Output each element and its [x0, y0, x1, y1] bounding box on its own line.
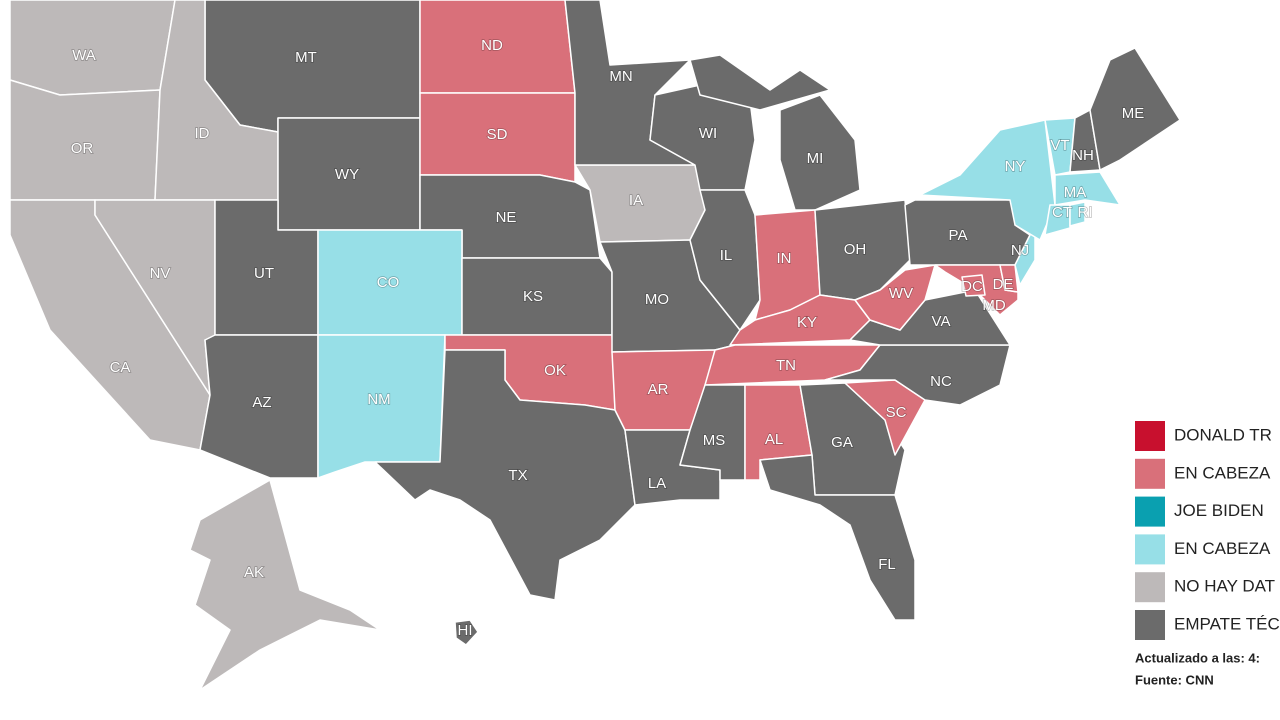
state-label: MS — [703, 432, 726, 449]
state-label: TN — [776, 357, 796, 374]
source-note: Fuente: CNN — [1135, 672, 1214, 687]
state-label: MT — [295, 49, 317, 66]
state-label: UT — [254, 265, 274, 282]
state-label: OK — [544, 362, 566, 379]
legend-swatch — [1135, 610, 1165, 640]
state-labels: WA OR MT ID WY ND SD NE CA NV UT CO AZ NM KS OK TX IA MN MO… — [70, 36, 1145, 640]
state-shape — [454, 619, 479, 646]
state-label: ID — [195, 125, 210, 142]
state-label: VA — [932, 313, 951, 330]
state-label: NE — [496, 209, 517, 226]
legend-label: DONALD TR — [1174, 425, 1272, 444]
state-label: DC — [961, 278, 983, 295]
state-label: FL — [878, 556, 896, 573]
state-shape — [1044, 204, 1071, 236]
state-label: MI — [807, 150, 824, 167]
state-shape — [854, 264, 936, 331]
state-label: AR — [648, 381, 669, 398]
state-label: DE — [993, 276, 1014, 293]
legend-label: JOE BIDEN — [1174, 501, 1264, 520]
state-label: CT — [1052, 204, 1072, 221]
legend-label: NO HAY DAT — [1174, 577, 1275, 596]
state-label: WV — [889, 285, 913, 302]
state-shape — [689, 54, 861, 211]
state-label: NC — [930, 373, 952, 390]
state-label: HI — [458, 622, 473, 639]
state-label: AK — [244, 564, 264, 581]
state-label: SD — [487, 126, 508, 143]
state-label: OH — [844, 241, 867, 258]
state-label: WI — [699, 125, 717, 142]
state-label: MA — [1064, 184, 1087, 201]
state-label: NV — [150, 265, 171, 282]
legend-swatch — [1135, 421, 1165, 451]
state-shape — [1089, 47, 1181, 171]
state-label: OR — [71, 140, 94, 157]
state-label: WY — [335, 166, 359, 183]
state-label: CA — [110, 359, 131, 376]
state-label: NM — [367, 391, 390, 408]
state-label: CO — [377, 274, 400, 291]
state-label: MO — [645, 291, 669, 308]
state-label: IN — [777, 250, 792, 267]
legend-label: EN CABEZA — [1174, 539, 1271, 558]
state-label: LA — [648, 475, 666, 492]
state-label: ME — [1122, 105, 1145, 122]
state-label: RI — [1078, 204, 1093, 221]
state-label: AZ — [252, 394, 271, 411]
state-label: NJ — [1011, 242, 1029, 259]
state-label: KS — [523, 288, 543, 305]
legend-swatch — [1135, 458, 1165, 489]
state-shape — [824, 344, 1011, 406]
state-shape — [374, 349, 636, 601]
legend-swatch — [1135, 572, 1165, 603]
state-shape — [189, 479, 381, 691]
state-label: VT — [1050, 137, 1069, 154]
state-shape — [1054, 171, 1121, 206]
state-label: SC — [886, 404, 907, 421]
state-shape — [961, 274, 986, 297]
updated-note: Actualizado a las: 4: — [1135, 650, 1260, 665]
state-label: GA — [831, 434, 853, 451]
legend-label: EN CABEZA — [1174, 463, 1271, 482]
state-label: WA — [72, 47, 96, 64]
legend-label: EMPATE TÉC — [1174, 614, 1280, 633]
state-shape — [759, 454, 916, 621]
state-label: MD — [982, 297, 1005, 314]
state-label: IL — [720, 247, 733, 264]
state-label: IA — [629, 192, 643, 209]
legend-swatch — [1135, 496, 1165, 527]
state-label: PA — [949, 227, 968, 244]
state-label: MN — [609, 68, 632, 85]
state-shapes — [9, 0, 1181, 691]
state-shape — [999, 264, 1019, 293]
state-label: TX — [508, 467, 527, 484]
state-label: NY — [1005, 158, 1026, 175]
state-label: KY — [797, 314, 817, 331]
legend-swatch — [1135, 534, 1165, 565]
state-label: AL — [765, 431, 783, 448]
state-label: ND — [481, 37, 503, 54]
state-shape — [1069, 201, 1086, 227]
state-label: NH — [1072, 147, 1094, 164]
